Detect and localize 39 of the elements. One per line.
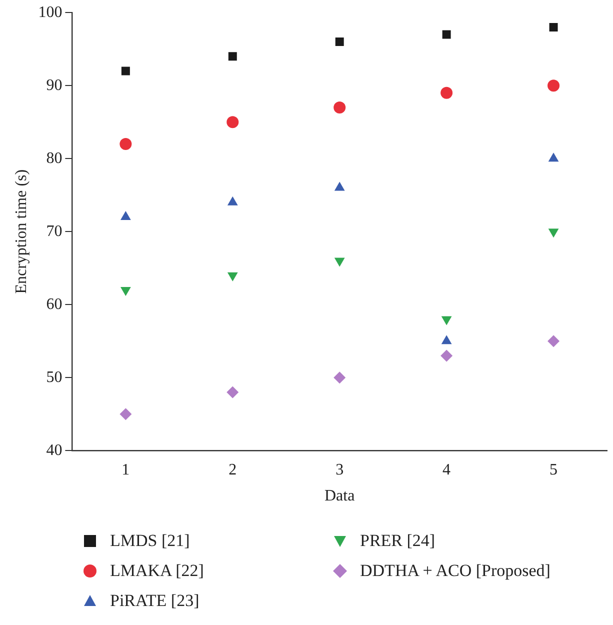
- legend-label: DDTHA + ACO [Proposed]: [360, 561, 550, 581]
- point: [226, 116, 239, 128]
- point: [334, 258, 345, 267]
- point: [120, 138, 132, 150]
- point: [334, 102, 346, 114]
- y-tick-label: 70: [46, 222, 62, 240]
- x-tick-label: 3: [336, 461, 344, 478]
- x-axis-title: Data: [324, 488, 355, 505]
- x-tick-label: 1: [122, 461, 130, 478]
- y-tick-label: 60: [46, 296, 62, 313]
- point: [228, 52, 237, 61]
- y-tick-label: 40: [46, 442, 62, 459]
- y-tick-label: 50: [46, 368, 62, 386]
- point: [441, 316, 452, 326]
- legend-label: LMAKA [22]: [110, 561, 204, 581]
- point: [548, 228, 559, 238]
- point: [442, 30, 451, 39]
- point: [549, 22, 558, 32]
- point: [548, 80, 560, 92]
- point: [227, 272, 238, 282]
- point: [226, 386, 239, 398]
- legend-label: PiRATE [23]: [110, 591, 200, 611]
- point: [440, 350, 453, 362]
- point: [120, 287, 131, 296]
- y-tick-label: 80: [46, 150, 62, 167]
- y-axis-title: Encryption time (s): [12, 169, 30, 294]
- x-tick-label: 5: [550, 461, 558, 478]
- legend-label: LMDS [21]: [110, 531, 190, 551]
- point: [121, 66, 130, 76]
- legend-label: PRER [24]: [360, 531, 436, 551]
- y-tick-label: 100: [38, 4, 62, 21]
- point: [120, 408, 132, 420]
- point: [440, 86, 453, 99]
- x-tick-label: 2: [228, 461, 237, 478]
- point: [548, 335, 560, 348]
- y-tick-label: 90: [46, 76, 62, 94]
- point: [335, 38, 344, 46]
- point: [334, 372, 346, 384]
- x-tick-label: 4: [442, 461, 451, 478]
